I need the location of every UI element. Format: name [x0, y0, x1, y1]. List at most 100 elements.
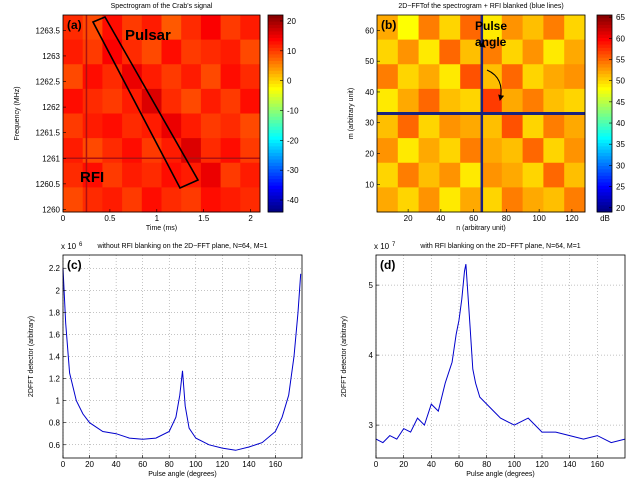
data-line — [62, 268, 302, 451]
colorbar-strip — [268, 152, 283, 157]
heat-cell — [161, 88, 182, 114]
colorbar-strip — [597, 54, 612, 59]
colorbar-strip — [268, 126, 283, 131]
heat-cell — [439, 113, 461, 139]
x-axis-label: Pulse angle (degrees) — [466, 471, 535, 478]
heat-cell — [522, 138, 544, 164]
heat-cell — [460, 113, 482, 139]
heat-cell — [200, 39, 222, 65]
heat-cell — [240, 88, 261, 114]
colorbar-strip — [597, 175, 612, 180]
heat-cell — [141, 138, 162, 164]
colorbar-strip — [597, 185, 612, 190]
heat-cell — [141, 113, 162, 139]
x-tick-label: 80 — [165, 460, 174, 469]
panel-label: (c) — [67, 258, 82, 272]
colorbar-strip — [268, 162, 283, 167]
y-tick-label: 1260 — [42, 205, 60, 214]
heat-cell — [460, 138, 482, 164]
heat-cell — [141, 162, 162, 188]
colorbar-label: 60 — [616, 34, 625, 43]
heat-cell — [220, 88, 241, 114]
heat-cell — [501, 39, 524, 65]
colorbar-strip — [597, 162, 612, 167]
heat-cell — [397, 15, 420, 41]
heat-cell — [564, 64, 586, 90]
heat-cell — [397, 88, 420, 114]
heat-cell — [397, 162, 420, 188]
heat-cell — [220, 64, 241, 90]
heat-cell — [141, 64, 162, 90]
heat-cell — [522, 15, 544, 41]
colorbar-label: -40 — [287, 196, 299, 205]
x-tick-label: 1.5 — [198, 214, 210, 223]
colorbar-strip — [597, 208, 612, 213]
y-tick-label: 1261 — [42, 154, 60, 163]
heat-cell — [439, 138, 461, 164]
colorbar-strip — [597, 166, 612, 170]
heat-cell — [240, 39, 261, 65]
y-tick-label: 3 — [369, 421, 374, 430]
heat-cell — [418, 15, 440, 41]
panel-label: (a) — [67, 18, 82, 32]
colorbar-strip — [268, 103, 283, 108]
colorbar-strip — [597, 133, 612, 137]
axes-frame — [62, 254, 303, 459]
heat-cell — [418, 162, 440, 188]
colorbar-strip — [597, 83, 612, 88]
colorbar-strip — [597, 169, 612, 174]
colorbar-strip — [597, 51, 612, 55]
colorbar-strip — [597, 34, 612, 39]
colorbar-strip — [597, 21, 612, 26]
colorbar-strip — [268, 166, 283, 170]
heat-cell — [377, 15, 399, 41]
colorbar-strip — [597, 126, 612, 131]
colorbar-strip — [597, 123, 612, 128]
colorbar-strip — [268, 18, 283, 23]
colorbar-label: 35 — [616, 140, 625, 149]
axes-frame — [375, 254, 626, 459]
colorbar-strip — [268, 143, 283, 147]
heat-cell — [220, 162, 241, 188]
colorbar-strip — [597, 182, 612, 187]
panel-label: (d) — [380, 258, 395, 272]
y-tick-label: 1263 — [42, 52, 60, 61]
colorbar-strip — [597, 146, 612, 151]
x-tick-label: 80 — [502, 214, 511, 223]
axes-frame — [62, 14, 261, 213]
colorbar-strip — [268, 77, 283, 82]
colorbar-strip — [597, 87, 612, 92]
heat-cell — [564, 187, 586, 213]
heat-cell — [102, 88, 123, 114]
heat-cell — [564, 88, 586, 114]
heat-cell — [181, 39, 202, 65]
colorbar-strip — [597, 47, 612, 52]
heat-cell — [220, 138, 241, 164]
colorbar-strip — [597, 100, 612, 105]
colorbar-strip — [268, 21, 283, 26]
x-tick-label: 20 — [399, 460, 408, 469]
x-tick-label: 140 — [242, 460, 256, 469]
colorbar-strip — [268, 159, 283, 164]
x-tick-label: 140 — [563, 460, 577, 469]
colorbar-strip — [597, 110, 612, 114]
colorbar-frame — [267, 14, 284, 213]
heat-cell — [481, 113, 503, 139]
heat-cell — [481, 162, 503, 188]
heat-cell — [377, 162, 399, 188]
heat-cell — [564, 39, 586, 65]
heat-cell — [501, 88, 524, 114]
heat-cell — [564, 138, 586, 164]
data-line — [375, 264, 626, 444]
colorbar-strip — [597, 31, 612, 36]
colorbar-strip — [597, 120, 612, 124]
heat-cell — [418, 138, 440, 164]
colorbar-strip — [268, 41, 283, 46]
x-axis-label: Time (ms) — [146, 225, 177, 232]
heat-cell — [460, 88, 482, 114]
y-tick-label: 0.6 — [49, 441, 61, 450]
heat-cell — [418, 187, 440, 213]
heat-cell — [82, 187, 103, 213]
heat-cell — [418, 88, 440, 114]
heat-cell — [543, 88, 565, 114]
